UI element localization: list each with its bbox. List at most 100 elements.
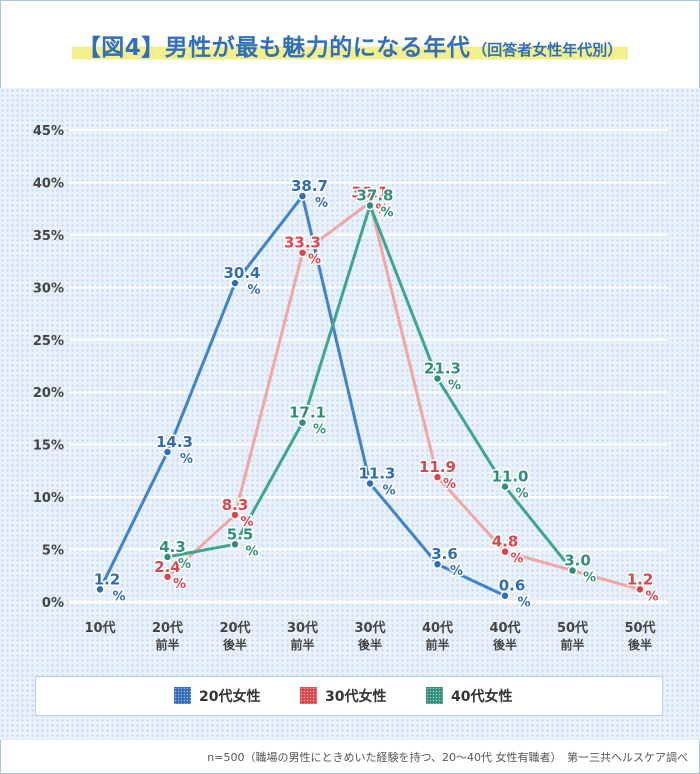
y-tick-label: 35% [33, 229, 64, 244]
data-label: 21.3 [424, 360, 461, 378]
y-tick-label: 5% [42, 544, 64, 559]
data-label: 11.9 [419, 458, 456, 476]
data-label-unit: % [380, 206, 393, 221]
y-tick-label: 45% [33, 124, 64, 139]
data-label-unit: % [443, 477, 456, 492]
x-tick-label: 後半 [493, 637, 517, 652]
y-tick-label: 0% [42, 596, 64, 611]
title-main: 【図4】男性が最も魅力的になる年代 [77, 35, 471, 61]
data-point [432, 373, 443, 384]
y-tick-label: 20% [33, 386, 64, 401]
data-label-unit: % [178, 557, 191, 572]
x-tick-label: 30代 [287, 620, 318, 636]
legend-label-20s-women: 20代女性 [199, 689, 261, 705]
data-label-unit: % [450, 564, 463, 579]
data-label-unit: % [112, 589, 125, 604]
plot-background [0, 88, 700, 740]
data-label: 5.5 [227, 525, 254, 543]
data-point [230, 539, 240, 550]
data-point [162, 572, 173, 582]
x-tick-label: 後半 [223, 637, 247, 652]
data-label: 38.7 [291, 177, 328, 195]
data-point [297, 417, 308, 428]
y-tick-label: 15% [33, 439, 64, 454]
y-tick-label: 40% [33, 176, 64, 191]
x-tick-label: 後半 [628, 637, 652, 652]
data-label-unit: % [313, 423, 326, 438]
data-label-unit: % [240, 515, 253, 530]
data-label: 3.6 [431, 545, 458, 563]
data-label-unit: % [245, 544, 258, 559]
data-label-unit: % [517, 596, 530, 611]
legend-label-30s-women: 30代女性 [325, 689, 387, 705]
data-point [567, 565, 578, 576]
y-tick-label: 25% [33, 334, 64, 349]
legend-swatch-30s-women [300, 687, 317, 704]
x-tick-label: 後半 [358, 637, 382, 652]
data-label: 30.4 [223, 264, 260, 282]
x-tick-label: 40代 [422, 620, 453, 636]
line-chart: 0%5%10%15%20%25%30%35%40%45%10代 20代前半20代後… [33, 124, 668, 652]
x-tick-label: 前半 [290, 637, 314, 652]
data-point [297, 191, 308, 201]
data-point [500, 590, 510, 601]
data-point [432, 472, 443, 482]
data-label-unit: % [315, 196, 328, 211]
footnote: n=500（職場の男性にときめいた経験を持つ、20～40代 女性有職者） 第一三… [207, 751, 688, 764]
legend-item-30s-women: 30代女性 [300, 686, 386, 708]
data-point [635, 584, 645, 595]
data-point [500, 546, 510, 557]
data-label-unit: % [645, 589, 658, 604]
x-tick-label: 40代 [489, 620, 520, 636]
data-point [95, 584, 105, 595]
data-label: 17.1 [289, 404, 326, 422]
series-line-1 [166, 200, 642, 591]
data-label: 38.1 [351, 183, 388, 201]
data-label: 3.0 [564, 552, 591, 570]
y-tick-label: 30% [33, 281, 64, 296]
legend-swatch-40s-women [426, 687, 443, 704]
data-label: 1.2 [627, 570, 654, 588]
data-label-unit: % [247, 283, 260, 298]
data-point [162, 552, 173, 562]
data-label: 1.2 [94, 570, 121, 588]
data-label-unit: % [448, 379, 461, 394]
chart-title: 【図4】男性が最も魅力的になる年代 （回答者女性年代別） [0, 28, 700, 74]
data-label: 33.3 [284, 234, 321, 252]
x-tick-label: 前半 [425, 637, 449, 652]
data-label: 0.6 [499, 577, 526, 595]
data-point [297, 247, 308, 258]
data-label-unit: % [515, 487, 528, 502]
data-label: 4.8 [492, 533, 519, 551]
data-point [162, 447, 173, 457]
legend-swatch-20s-women [174, 687, 191, 704]
data-label: 4.3 [159, 538, 186, 556]
x-tick-label: 20代 [152, 620, 183, 636]
x-tick-label: 50代 [557, 620, 588, 636]
data-label: 2.4 [154, 558, 181, 576]
data-point [500, 481, 510, 492]
x-tick-label: 50代 [624, 620, 655, 636]
data-label: 11.3 [358, 464, 395, 482]
title-subtitle: （回答者女性年代別） [472, 41, 623, 59]
x-tick-label: 10代 [84, 620, 115, 636]
legend: 20代女性 30代女性 40代女性 [35, 676, 663, 716]
data-label: 37.8 [356, 187, 393, 205]
data-label-unit: % [510, 552, 523, 567]
x-tick-label: 前半 [155, 637, 179, 652]
data-label-unit: % [173, 577, 186, 592]
series-line-2 [166, 204, 574, 573]
data-label-unit: % [308, 253, 321, 268]
data-point [230, 510, 240, 520]
x-tick-label: 前半 [560, 637, 584, 652]
legend-item-40s-women: 40代女性 [426, 686, 512, 708]
data-label: 8.3 [222, 496, 249, 514]
title-highlight: 【図4】男性が最も魅力的になる年代 （回答者女性年代別） [71, 28, 629, 62]
data-point [230, 278, 240, 288]
data-label-unit: % [180, 452, 193, 467]
legend-label-40s-women: 40代女性 [451, 689, 513, 705]
data-point [365, 200, 375, 211]
data-label: 11.0 [491, 468, 528, 486]
data-label-unit: % [583, 571, 596, 586]
data-label-unit: % [375, 202, 388, 217]
